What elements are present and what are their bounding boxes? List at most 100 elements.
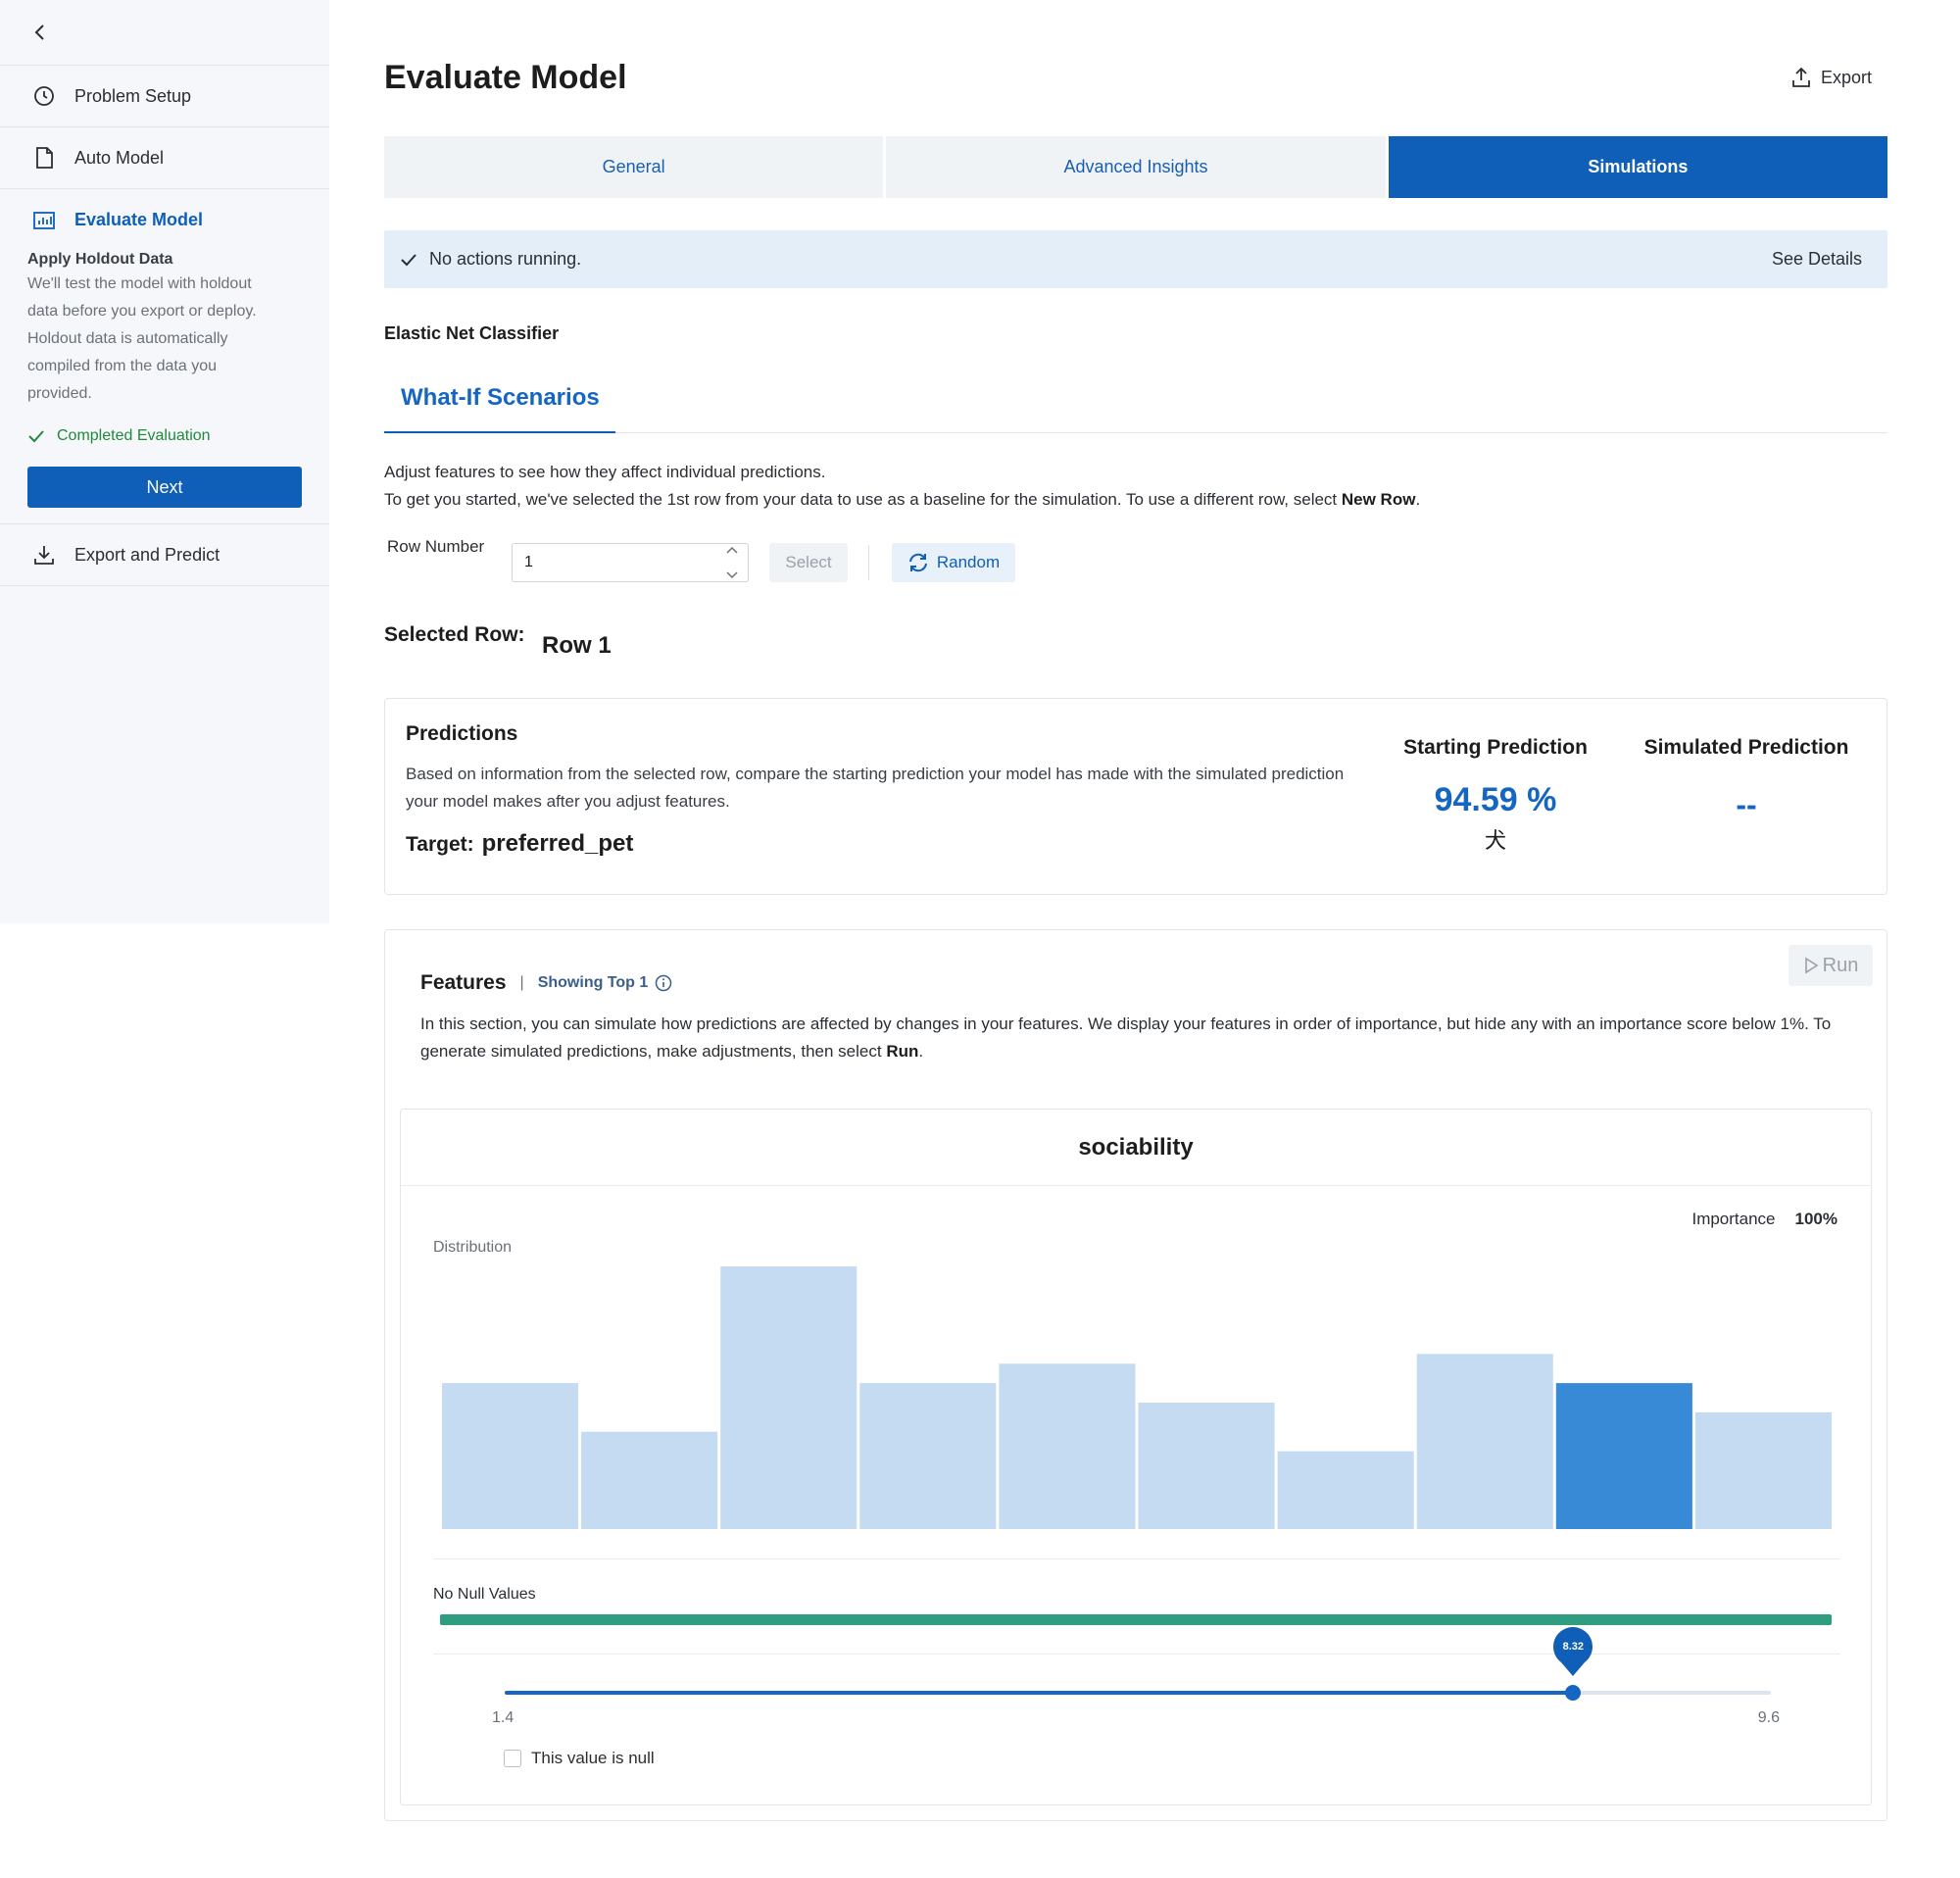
description-suffix: . <box>1415 490 1421 509</box>
target-label: Target: <box>406 833 474 856</box>
clock-icon <box>32 84 56 108</box>
sidebar-item-evaluate-model[interactable]: Evaluate Model <box>0 189 329 251</box>
histogram-divider <box>433 1558 1840 1559</box>
distribution-label: Distribution <box>433 1239 513 1256</box>
see-details-link[interactable]: See Details <box>1771 249 1862 269</box>
checkbox[interactable] <box>504 1750 521 1767</box>
simulated-prediction-value: -- <box>1736 787 1757 822</box>
next-button[interactable]: Next <box>27 467 302 508</box>
description-line-2: To get you started, we've selected the 1… <box>384 486 1420 514</box>
export-button[interactable]: Export <box>1791 67 1872 88</box>
features-header: Features | Showing Top 1 <box>420 971 672 995</box>
predictions-title: Predictions <box>406 722 518 745</box>
slider-thumb[interactable] <box>1565 1685 1582 1701</box>
subtab-what-if-scenarios[interactable]: What-If Scenarios <box>384 365 615 433</box>
completed-status: Completed Evaluation <box>27 427 302 445</box>
status-banner: No actions running. See Details <box>384 230 1887 288</box>
chevron-left-icon <box>34 25 44 40</box>
upload-icon <box>1792 67 1810 87</box>
histogram-bar-9 <box>1555 1383 1692 1529</box>
run-emphasis: Run <box>886 1042 919 1061</box>
chevron-up-icon[interactable] <box>726 546 738 554</box>
sidebar-item-label: Export and Predict <box>74 544 220 565</box>
check-icon <box>28 430 44 443</box>
null-divider <box>433 1654 1840 1655</box>
row-number-value: 1 <box>524 554 533 570</box>
histogram-bar-6 <box>1138 1403 1275 1529</box>
status-text: No actions running. <box>429 249 582 269</box>
row-number-stepper[interactable] <box>722 546 742 579</box>
slider-value-label: 8.32 <box>1562 1641 1585 1653</box>
null-value-checkbox[interactable]: This value is null <box>504 1749 655 1768</box>
selected-row-label: Selected Row: <box>384 623 525 646</box>
row-number-label: Row Number <box>387 537 485 556</box>
run-label: Run <box>1822 954 1859 976</box>
features-separator: | <box>519 974 524 991</box>
starting-prediction: Starting Prediction 94.59 % 犬 <box>1402 736 1589 855</box>
run-button[interactable]: Run <box>1788 945 1873 986</box>
histogram-bar-1 <box>442 1383 579 1529</box>
info-icon[interactable] <box>655 974 672 992</box>
features-description: In this section, you can simulate how pr… <box>420 1011 1851 1065</box>
importance-value: 100% <box>1794 1210 1838 1228</box>
importance-label: Importance <box>1691 1210 1776 1228</box>
divider <box>868 545 869 580</box>
substep-title: Apply Holdout Data <box>27 251 173 268</box>
sidebar-item-label: Problem Setup <box>74 85 192 106</box>
completed-status-label: Completed Evaluation <box>57 427 211 444</box>
slider-max-label: 9.6 <box>1757 1709 1780 1726</box>
simulation-description: Adjust features to see how they affect i… <box>384 459 1420 514</box>
tab-general[interactable]: General <box>384 136 884 198</box>
refresh-icon <box>908 553 927 572</box>
simulated-prediction-label: Simulated Prediction <box>1643 736 1849 759</box>
export-label: Export <box>1820 67 1872 87</box>
download-icon <box>32 543 56 567</box>
target-value: preferred_pet <box>481 830 634 857</box>
showing-top-text: Showing Top 1 <box>537 974 649 991</box>
model-name: Elastic Net Classifier <box>384 323 560 343</box>
subtab-bar: What-If Scenarios <box>384 365 1887 433</box>
selected-row-value: Row 1 <box>542 632 612 659</box>
sidebar-item-label: Auto Model <box>74 147 165 168</box>
check-icon <box>401 253 416 266</box>
predictions-description: Based on information from the selected r… <box>406 765 1345 811</box>
chart-icon <box>32 209 56 232</box>
tab-bar: General Advanced Insights Simulations <box>384 136 1887 198</box>
play-icon <box>1804 957 1819 974</box>
histogram-bar-10 <box>1694 1411 1832 1529</box>
document-icon <box>32 146 56 170</box>
random-button[interactable]: Random <box>892 543 1015 582</box>
features-title: Features <box>420 971 507 994</box>
row-number-input[interactable]: 1 <box>512 543 749 582</box>
starting-prediction-value: 94.59 % <box>1434 781 1557 818</box>
sidebar: Problem Setup Auto Model Evaluate Model … <box>0 0 329 923</box>
sidebar-item-problem-setup[interactable]: Problem Setup <box>0 66 329 127</box>
null-values-bar <box>440 1614 1832 1625</box>
back-button[interactable] <box>0 0 329 66</box>
importance: Importance 100% <box>1691 1210 1838 1229</box>
starting-prediction-class: 犬 <box>1484 828 1506 853</box>
new-row-emphasis: New Row <box>1341 490 1416 509</box>
slider-value-tooltip: 8.32 <box>1551 1627 1594 1678</box>
target: Target: preferred_pet <box>406 830 633 858</box>
feature-value-slider[interactable] <box>505 1691 1771 1695</box>
null-values-label: No Null Values <box>433 1586 536 1603</box>
null-value-checkbox-label: This value is null <box>531 1749 655 1767</box>
feature-name: sociability <box>401 1110 1871 1186</box>
slider-fill <box>505 1691 1574 1695</box>
sidebar-item-export-and-predict[interactable]: Export and Predict <box>0 524 329 586</box>
evaluate-substep: Apply Holdout Data We'll test the model … <box>0 251 329 524</box>
tab-simulations[interactable]: Simulations <box>1388 136 1887 198</box>
random-label: Random <box>936 553 1001 571</box>
tab-advanced-insights[interactable]: Advanced Insights <box>886 136 1386 198</box>
substep-text: We'll test the model with holdout data b… <box>27 275 257 402</box>
features-description-text: In this section, you can simulate how pr… <box>420 1014 1832 1061</box>
simulated-prediction: Simulated Prediction -- <box>1640 736 1853 823</box>
histogram-bar-2 <box>581 1431 718 1529</box>
sidebar-item-auto-model[interactable]: Auto Model <box>0 127 329 189</box>
predictions-card: Predictions Based on information from th… <box>384 698 1887 895</box>
histogram-bar-5 <box>999 1363 1136 1529</box>
chevron-down-icon[interactable] <box>726 571 738 579</box>
features-description-suffix: . <box>918 1042 924 1061</box>
select-button[interactable]: Select <box>769 543 848 582</box>
